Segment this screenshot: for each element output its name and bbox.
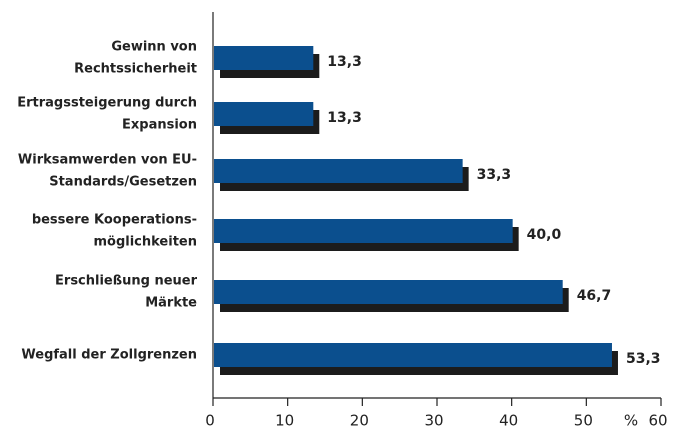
category-label: Ertragssteigerung durch bbox=[17, 96, 197, 111]
x-tick-label: 0 bbox=[205, 412, 215, 430]
category-label: Wegfall der Zollgrenzen bbox=[21, 348, 197, 363]
x-tick-label: 10 bbox=[275, 412, 294, 430]
bar bbox=[214, 343, 612, 367]
bar bbox=[214, 46, 314, 70]
category-label: möglichkeiten bbox=[93, 235, 197, 250]
bar bbox=[214, 102, 314, 126]
category-label: Expansion bbox=[122, 118, 197, 133]
category-label: Märkte bbox=[145, 296, 197, 311]
category-label: Gewinn von bbox=[111, 40, 197, 55]
category-label: Standards/Gesetzen bbox=[49, 175, 197, 190]
bar bbox=[214, 280, 563, 304]
x-tick-label: 40 bbox=[499, 412, 518, 430]
x-tick-label: 20 bbox=[350, 412, 369, 430]
value-label: 53,3 bbox=[626, 351, 661, 367]
value-label: 40,0 bbox=[527, 227, 562, 243]
bar bbox=[214, 159, 463, 183]
x-tick-label: 60 bbox=[648, 412, 667, 430]
category-label: Erschließung neuer bbox=[55, 274, 198, 289]
value-label: 13,3 bbox=[327, 54, 362, 70]
value-label: 46,7 bbox=[577, 288, 612, 304]
x-axis-label: % bbox=[624, 412, 638, 430]
category-label: bessere Kooperations- bbox=[32, 213, 197, 228]
bar bbox=[214, 219, 513, 243]
value-label: 13,3 bbox=[327, 110, 362, 126]
category-label: Rechtssicherheit bbox=[74, 62, 197, 77]
x-tick-label: 50 bbox=[574, 412, 593, 430]
x-tick-label: 30 bbox=[424, 412, 443, 430]
value-label: 33,3 bbox=[477, 167, 512, 183]
category-label: Wirksamwerden von EU- bbox=[18, 153, 197, 168]
